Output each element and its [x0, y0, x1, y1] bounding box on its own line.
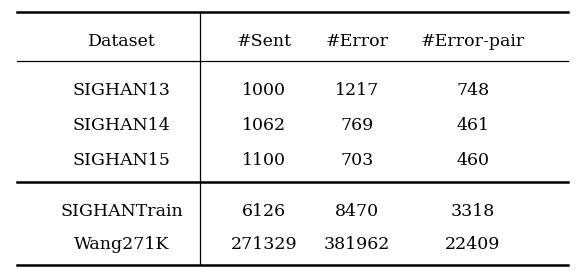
Text: 22409: 22409 — [445, 236, 501, 253]
Text: #Error-pair: #Error-pair — [420, 33, 525, 50]
Text: 1217: 1217 — [335, 82, 379, 99]
Text: SIGHANTrain: SIGHANTrain — [60, 204, 183, 220]
Text: 748: 748 — [456, 82, 490, 99]
Text: SIGHAN13: SIGHAN13 — [73, 82, 171, 99]
Text: 461: 461 — [456, 117, 489, 134]
Text: #Error: #Error — [325, 33, 388, 50]
Text: 3318: 3318 — [451, 204, 495, 220]
Text: 8470: 8470 — [335, 204, 379, 220]
Text: 1000: 1000 — [242, 82, 286, 99]
Text: 271329: 271329 — [231, 236, 297, 253]
Text: 1100: 1100 — [242, 152, 286, 169]
Text: SIGHAN14: SIGHAN14 — [73, 117, 171, 134]
Text: SIGHAN15: SIGHAN15 — [73, 152, 171, 169]
Text: 1062: 1062 — [242, 117, 286, 134]
Text: 460: 460 — [456, 152, 489, 169]
Text: 703: 703 — [340, 152, 374, 169]
Text: Wang271K: Wang271K — [74, 236, 169, 253]
Text: 6126: 6126 — [242, 204, 286, 220]
Text: #Sent: #Sent — [237, 33, 291, 50]
Text: 769: 769 — [340, 117, 374, 134]
Text: Dataset: Dataset — [88, 33, 155, 50]
Text: 381962: 381962 — [324, 236, 390, 253]
